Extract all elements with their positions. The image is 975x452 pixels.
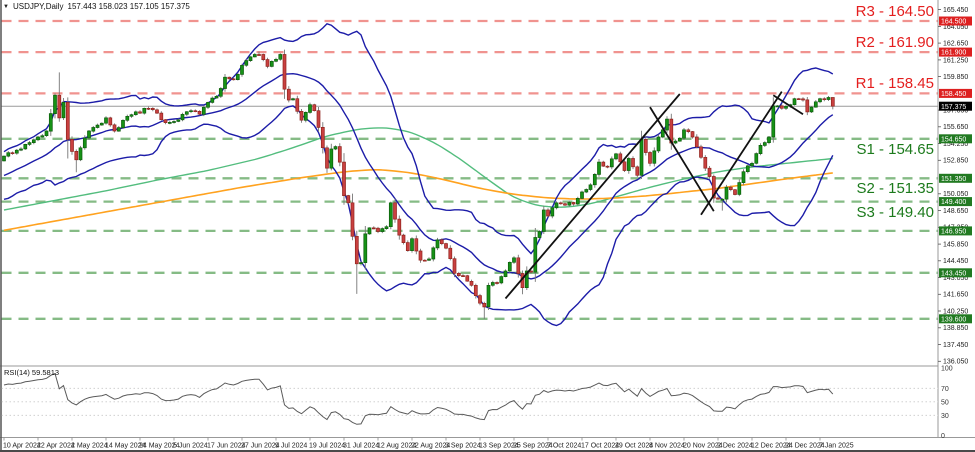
bull-candles	[2, 54, 831, 308]
price-tick-label: 152.850	[943, 158, 968, 165]
level-label-R1: R1 - 158.45	[855, 74, 934, 92]
price-badge-text: 139.600	[941, 316, 966, 323]
chart-dropdown-icon[interactable]: ▼	[3, 3, 9, 10]
time-tick-label: 8 Nov 2024	[649, 443, 685, 450]
price-tick-label: 145.850	[943, 242, 968, 249]
time-tick-label: 2 Dec 2024	[717, 443, 753, 450]
price-tick-label: 161.250	[943, 57, 968, 64]
price-badge-text: 146.950	[941, 229, 966, 236]
price-badge-151.350	[939, 173, 972, 183]
price-badge-text: 164.500	[941, 19, 966, 26]
time-tick-label: 3 Sep 2024	[445, 443, 481, 450]
price-tick-label: 141.650	[943, 292, 968, 299]
rsi-scale-label: 30	[941, 413, 949, 420]
price-tick-label: 157.050	[943, 108, 968, 115]
time-tick-label: 27 Jun 2024	[241, 443, 280, 450]
level-label-S2: S2 - 151.35	[856, 180, 934, 198]
price-badge-text: 157.375	[941, 104, 966, 111]
bottom-border	[0, 450, 975, 452]
price-tick-label: 137.450	[943, 342, 968, 349]
level-label-R2: R2 - 161.90	[855, 33, 934, 51]
price-badge-154.650	[939, 134, 972, 144]
price-tick-label: 136.050	[943, 359, 968, 366]
price-tick-label: 154.250	[943, 141, 968, 148]
time-tick-label: 7 Oct 2024	[547, 443, 581, 450]
overlay-line	[3, 127, 833, 211]
price-badge-139.600	[939, 314, 972, 324]
time-tick-label: 13 Sep 2024	[479, 443, 519, 450]
time-tick-label: 12 Aug 2024	[377, 443, 416, 450]
time-tick-label: 2 May 2024	[71, 443, 108, 450]
time-tick-label: 17 Oct 2024	[581, 443, 619, 450]
time-tick-label: 25 Sep 2024	[513, 443, 553, 450]
time-tick-label: 9 Jul 2024	[275, 443, 307, 450]
price-badge-text: 154.650	[941, 136, 966, 143]
price-badge-text: 151.350	[941, 176, 966, 183]
time-tick-label: 29 Oct 2024	[615, 443, 653, 450]
price-tick-label: 140.250	[943, 308, 968, 315]
price-badge-text: 161.900	[941, 50, 966, 57]
time-tick-label: 7 Jan 2025	[819, 443, 854, 450]
price-tick-label: 148.650	[943, 208, 968, 215]
price-badge-text: 149.400	[941, 199, 966, 206]
price-badge-143.450	[939, 268, 972, 278]
price-tick-label: 164.050	[943, 24, 968, 31]
price-badge-164.500	[939, 16, 972, 26]
time-tick-label: 20 Nov 2024	[683, 443, 723, 450]
price-tick-label: 159.850	[943, 74, 968, 81]
price-badge-158.450	[939, 88, 972, 98]
price-tick-label: 138.850	[943, 325, 968, 332]
bear-candles	[10, 54, 835, 308]
level-label-R3: R3 - 164.50	[855, 2, 934, 20]
rsi-scale-label: 70	[941, 386, 949, 393]
time-tick-label: 19 Jul 2024	[309, 443, 345, 450]
price-badge-149.400	[939, 197, 972, 207]
level-label-S3: S3 - 149.40	[856, 203, 934, 221]
overlay-line	[3, 72, 834, 280]
trendline-2[interactable]	[700, 91, 783, 216]
symbol-timeframe-label: USDJPY,Daily	[12, 2, 64, 11]
rsi-indicator-label: RSI(14) 59.5813	[4, 368, 60, 377]
trendline-0[interactable]	[504, 93, 681, 300]
time-tick-label: 14 May 2024	[105, 443, 146, 450]
ohlc-values: 157.443 158.023 157.105 157.375	[67, 2, 190, 11]
price-badge-146.950	[939, 226, 972, 236]
price-tick-label: 150.050	[943, 191, 968, 198]
price-badge-161.900	[939, 47, 972, 57]
rsi-scale-label: 100	[941, 366, 953, 373]
overlay-line	[3, 23, 834, 255]
price-badge-text: 158.450	[941, 91, 966, 98]
time-tick-label: 24 Dec 2024	[785, 443, 825, 450]
chart-title-bar: ▼ USDJPY,Daily 157.443 158.023 157.105 1…	[3, 2, 190, 11]
rsi-scale-label: 0	[941, 433, 945, 440]
rsi-scale-label: 50	[941, 399, 949, 406]
price-badge-text: 143.450	[941, 270, 966, 277]
overlay-line	[3, 105, 834, 327]
price-badge-157.375	[939, 101, 972, 111]
time-tick-label: 10 Apr 2024	[3, 443, 41, 450]
price-tick-label: 155.650	[943, 124, 968, 131]
time-tick-label: 17 Jun 2024	[207, 443, 246, 450]
price-tick-label: 162.650	[943, 41, 968, 48]
time-tick-label: 24 May 2024	[139, 443, 180, 450]
time-tick-label: 31 Jul 2024	[343, 443, 379, 450]
price-tick-label: 165.450	[943, 7, 968, 14]
time-tick-label: 12 Dec 2024	[751, 443, 791, 450]
candle-wicks	[3, 49, 834, 319]
time-tick-label: 5 Jun 2024	[173, 443, 208, 450]
price-tick-label: 143.050	[943, 275, 968, 282]
time-tick-label: 22 Apr 2024	[37, 443, 75, 450]
time-tick-label: 22 Aug 2024	[411, 443, 450, 450]
level-label-S1: S1 - 154.65	[856, 140, 934, 158]
trendline-3[interactable]	[772, 94, 804, 116]
price-tick-label: 144.450	[943, 258, 968, 265]
rsi-line	[3, 372, 834, 425]
trendline-1[interactable]	[649, 106, 715, 212]
